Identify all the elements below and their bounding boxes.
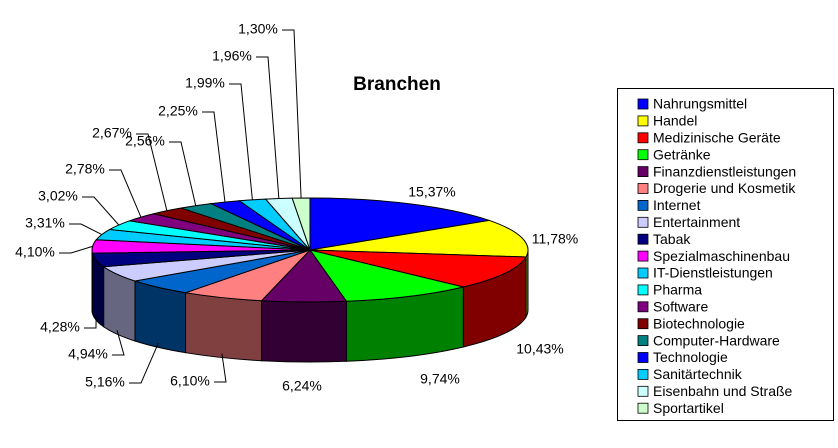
legend-label: Internet <box>653 197 701 213</box>
pie-side <box>261 300 347 363</box>
legend-label: Biotechnologie <box>653 315 745 331</box>
legend-swatch <box>637 301 649 313</box>
legend-swatch <box>637 149 649 161</box>
data-label: 10,43% <box>516 341 563 357</box>
legend-swatch <box>637 183 649 194</box>
data-label: 11,78% <box>532 231 578 247</box>
data-label: 2,78% <box>65 161 105 177</box>
pie-side <box>185 292 262 362</box>
data-label: 15,37% <box>408 184 455 200</box>
data-label: 1,96% <box>212 48 252 64</box>
legend-label: IT-Dienstleistungen <box>653 265 773 281</box>
legend-swatch <box>637 402 649 414</box>
legend-swatch <box>637 318 649 330</box>
legend-swatch <box>637 250 649 262</box>
data-label: 2,67% <box>92 125 132 141</box>
legend-label: Sanitärtechnik <box>653 366 743 382</box>
legend-label: Medizinische Geräte <box>653 130 781 146</box>
legend-swatch <box>637 166 649 178</box>
legend-swatch <box>637 368 649 380</box>
data-label: 3,02% <box>38 188 78 204</box>
data-label: 9,74% <box>420 371 460 387</box>
data-label: 1,30% <box>238 21 278 37</box>
legend-label: Nahrungsmittel <box>653 96 747 112</box>
data-label: 2,25% <box>158 103 198 119</box>
chart-title: Branchen <box>353 74 441 95</box>
legend-swatch <box>637 132 649 144</box>
legend-label: Tabak <box>653 231 691 247</box>
leader-line <box>82 196 120 226</box>
data-label: 5,16% <box>85 374 125 390</box>
legend-label: Eisenbahn und Straße <box>653 383 793 399</box>
leader-line <box>169 141 197 206</box>
legend-label: Software <box>653 299 708 315</box>
leader-line <box>229 83 253 200</box>
data-label: 4,94% <box>68 346 108 362</box>
data-label: 6,24% <box>282 378 322 394</box>
leader-line <box>256 56 280 199</box>
data-label: 4,28% <box>40 319 80 335</box>
legend-label: Entertainment <box>653 214 740 230</box>
data-label: 1,99% <box>185 75 225 91</box>
pie-slice <box>309 197 490 251</box>
legend-swatch <box>637 267 649 279</box>
pie-slice <box>308 249 464 302</box>
legend-label: Sportartikel <box>653 400 724 416</box>
data-label: 3,31% <box>25 215 65 231</box>
data-label: 4,10% <box>15 244 55 260</box>
legend-label: Finanzdienstleistungen <box>653 163 796 179</box>
leader-line <box>282 29 302 199</box>
legend-label: Technologie <box>653 349 728 365</box>
legend-label: Computer-Hardware <box>653 332 780 348</box>
legend-swatch <box>637 115 649 127</box>
pie-tops <box>91 197 529 303</box>
leader-line <box>69 223 103 235</box>
leader-line <box>136 133 168 211</box>
leader-line <box>59 245 93 254</box>
legend-swatch <box>637 216 649 228</box>
leader-line <box>109 169 142 218</box>
data-label: 6,10% <box>170 373 210 389</box>
leader-line <box>202 111 226 203</box>
legend-label: Drogerie und Kosmetik <box>653 180 796 196</box>
pie-sides <box>91 249 529 363</box>
legend-swatch <box>637 385 649 397</box>
pie-slice <box>309 219 529 258</box>
legend-swatch <box>637 199 649 211</box>
leader-line <box>112 330 125 356</box>
leader-line <box>214 353 227 383</box>
legend-swatch <box>637 352 649 363</box>
legend-label: Getränke <box>653 146 711 162</box>
legend-label: Handel <box>653 113 697 129</box>
legend-box <box>617 88 834 421</box>
legend-swatch <box>637 233 649 245</box>
legend-label: Pharma <box>653 282 702 298</box>
leader-line <box>129 343 159 384</box>
legend-swatch <box>637 335 649 347</box>
pie-slice <box>309 249 527 288</box>
legend-swatch <box>637 98 649 110</box>
legend-label: Spezialmaschinenbau <box>653 248 790 264</box>
legend-swatch <box>637 284 649 296</box>
leader-line <box>84 316 97 329</box>
data-label: 2,56% <box>125 133 165 149</box>
